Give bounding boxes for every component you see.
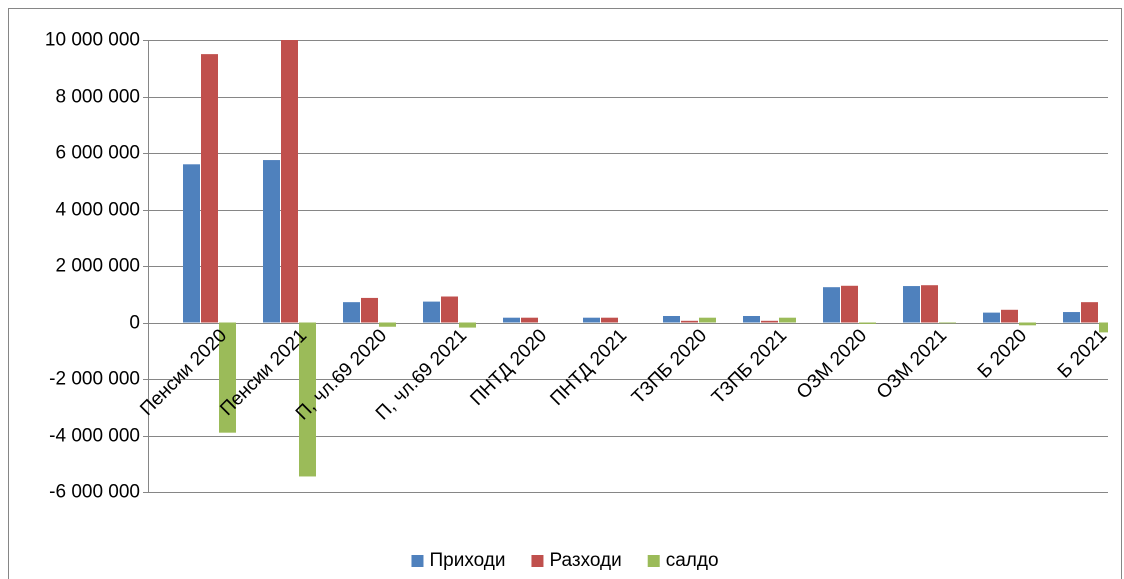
bar (1063, 312, 1080, 323)
bar (281, 40, 298, 323)
legend-label: салдо (666, 550, 719, 571)
bar (503, 317, 520, 323)
bar (1081, 302, 1098, 323)
bar (921, 285, 938, 323)
x-tick-label: Б 2021 (1054, 325, 1111, 382)
y-tick-label: 2 000 000 (55, 256, 140, 277)
x-tick-label: ПНТД 2020 (466, 325, 551, 410)
legend-label: Разходи (549, 550, 621, 571)
legend-item: салдо (647, 550, 719, 571)
bar (1001, 309, 1018, 323)
bar (903, 286, 920, 323)
bar (859, 322, 876, 324)
y-tick-label: 4 000 000 (55, 200, 140, 221)
bar (761, 320, 778, 323)
bar (663, 316, 680, 323)
bar (379, 322, 396, 327)
bar (743, 316, 760, 323)
bar (423, 301, 440, 323)
legend-label: Приходи (429, 550, 505, 571)
y-tick-label: 0 (129, 313, 140, 334)
bar (1019, 322, 1036, 326)
bar (1099, 322, 1108, 333)
bar (343, 302, 360, 323)
bar (263, 160, 280, 323)
x-tick-label: ТЗПБ 2020 (628, 325, 711, 408)
x-tick-label: ОЗМ 2020 (793, 325, 871, 403)
y-tick-label: -6 000 000 (49, 482, 140, 503)
bars (183, 40, 1108, 477)
bar (441, 296, 458, 323)
y-tick-label: -2 000 000 (49, 369, 140, 390)
bar (841, 285, 858, 323)
bar (681, 320, 698, 323)
y-tick-label: 10 000 000 (45, 30, 140, 51)
bar (183, 164, 200, 323)
legend-swatch (647, 555, 660, 567)
x-tick-label: ОЗМ 2021 (873, 325, 951, 403)
legend-swatch (531, 555, 544, 567)
x-tick-label: Б 2020 (974, 325, 1031, 382)
bar (521, 317, 538, 323)
bar (219, 322, 236, 433)
bar (983, 312, 1000, 323)
bar (361, 297, 378, 323)
x-tick-label: ТЗПБ 2021 (708, 325, 791, 408)
bar (459, 322, 476, 328)
bar (939, 322, 956, 324)
legend-swatch (411, 555, 424, 567)
bar (583, 317, 600, 323)
y-tick-label: -4 000 000 (49, 426, 140, 447)
legend-item: Разходи (531, 550, 622, 571)
x-tick-label: ПНТД 2021 (546, 325, 631, 410)
bar (601, 317, 618, 323)
bar (779, 317, 796, 323)
y-tick-label: 6 000 000 (55, 143, 140, 164)
bar (699, 317, 716, 323)
chart-border (8, 8, 1122, 579)
bar (201, 54, 218, 323)
legend-item: Приходи (411, 550, 505, 571)
bar (299, 322, 316, 477)
bar (823, 287, 840, 323)
y-tick-label: 8 000 000 (55, 87, 140, 108)
